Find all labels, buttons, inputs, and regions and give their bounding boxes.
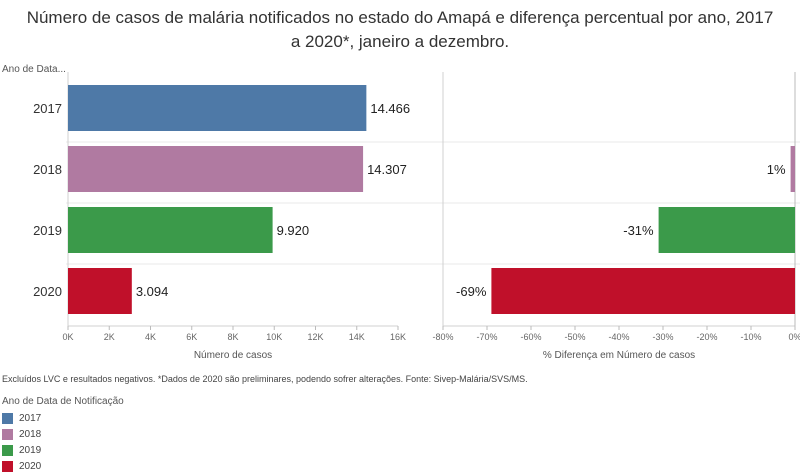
data-label: 14.307: [367, 162, 407, 177]
legend: Ano de Data de Notificação 2017 2018 201…: [2, 396, 124, 474]
data-label: 3.094: [136, 284, 169, 299]
x-tick-label: 0K: [62, 332, 73, 342]
x-tick-label: 12K: [307, 332, 323, 342]
legend-label: 2018: [19, 428, 42, 440]
legend-title: Ano de Data de Notificação: [2, 396, 124, 407]
legend-item[interactable]: 2018: [2, 426, 124, 442]
bar-2020: [68, 268, 132, 314]
legend-item[interactable]: 2019: [2, 442, 124, 458]
legend-swatch: [2, 412, 13, 424]
bar-2017: [68, 85, 367, 131]
legend-swatch: [2, 428, 13, 440]
bar-2019: [658, 207, 795, 253]
data-label: -69%: [456, 284, 487, 299]
legend-swatch: [2, 460, 13, 472]
x-tick-label: 14K: [349, 332, 365, 342]
category-label: 2018: [33, 162, 62, 177]
bar-2018: [790, 146, 795, 192]
bar-2019: [68, 207, 273, 253]
x-tick-label: 8K: [227, 332, 238, 342]
x-tick-label: 16K: [390, 332, 406, 342]
cases-panel-axis-title: Número de casos: [194, 350, 272, 361]
x-tick-label: -70%: [476, 332, 497, 342]
row-header-label: Ano de Data...: [2, 64, 66, 75]
x-tick-label: -30%: [652, 332, 673, 342]
x-tick-label: 4K: [145, 332, 156, 342]
x-tick-label: 6K: [186, 332, 197, 342]
legend-item[interactable]: 2017: [2, 410, 124, 426]
footnote: Excluídos LVC e resultados negativos. *D…: [2, 374, 528, 384]
x-tick-label: 2K: [104, 332, 115, 342]
x-tick-label: -10%: [740, 332, 761, 342]
bar-2018: [68, 146, 364, 192]
x-tick-label: -20%: [696, 332, 717, 342]
x-tick-label: -50%: [564, 332, 585, 342]
data-label: 14.466: [370, 101, 410, 116]
legend-label: 2020: [19, 460, 42, 472]
legend-swatch: [2, 444, 13, 456]
chart-title-line-2: a 2020*, janeiro a dezembro.: [290, 32, 510, 51]
data-label: 9.920: [277, 223, 310, 238]
category-label: 2017: [33, 101, 62, 116]
x-tick-label: 0%: [788, 332, 800, 342]
data-label: 1%: [767, 162, 786, 177]
diff-panel-axis-title: % Diferença em Número de casos: [543, 350, 695, 361]
category-label: 2019: [33, 223, 62, 238]
data-label: -31%: [623, 223, 654, 238]
bar-2020: [491, 268, 795, 314]
legend-item[interactable]: 2020: [2, 458, 124, 474]
legend-label: 2017: [19, 412, 42, 424]
x-tick-label: -40%: [608, 332, 629, 342]
legend-label: 2019: [19, 444, 42, 456]
x-tick-label: -80%: [432, 332, 453, 342]
chart-area: 2017 2018 2019 2020 0K 2K 4K 6K 8K 10K 12K 14K 16K Nú…: [33, 72, 800, 361]
chart-title: Número de casos de malária notificados n…: [0, 6, 800, 54]
category-label: 2020: [33, 284, 62, 299]
x-tick-label: -60%: [520, 332, 541, 342]
x-tick-label: 10K: [266, 332, 282, 342]
chart-title-line-1: Número de casos de malária notificados n…: [26, 8, 774, 27]
